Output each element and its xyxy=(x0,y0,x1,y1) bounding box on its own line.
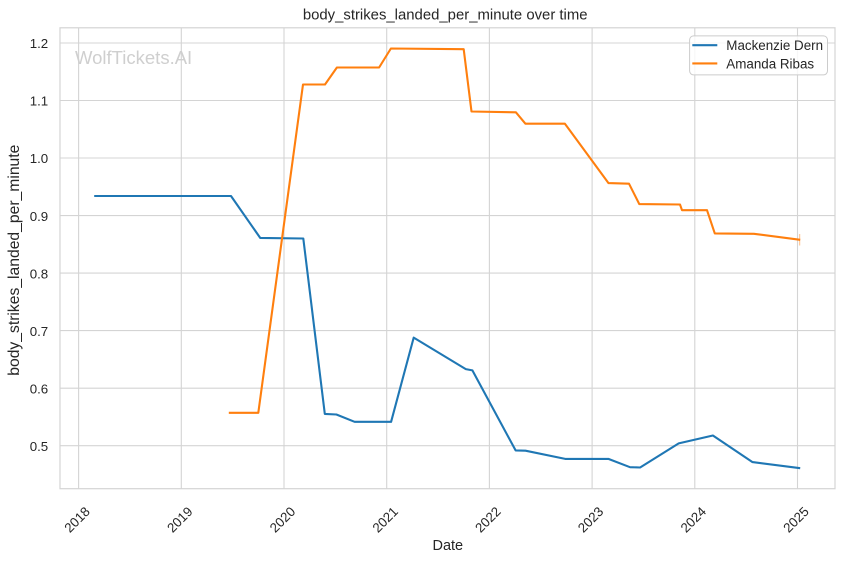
svg-text:1.1: 1.1 xyxy=(30,94,49,109)
svg-text:0.7: 0.7 xyxy=(30,324,49,339)
svg-text:0.5: 0.5 xyxy=(30,439,49,454)
svg-text:Date: Date xyxy=(432,538,463,554)
svg-text:0.8: 0.8 xyxy=(30,266,49,281)
svg-text:body_strikes_landed_per_minute: body_strikes_landed_per_minute over time xyxy=(303,7,588,23)
svg-text:Amanda Ribas: Amanda Ribas xyxy=(726,56,814,71)
svg-text:0.9: 0.9 xyxy=(30,209,49,224)
svg-text:1.0: 1.0 xyxy=(30,151,49,166)
svg-text:WolfTickets.AI: WolfTickets.AI xyxy=(75,47,192,68)
svg-text:1.2: 1.2 xyxy=(30,36,49,51)
svg-text:Mackenzie Dern: Mackenzie Dern xyxy=(726,38,823,53)
svg-text:body_strikes_landed_per_minute: body_strikes_landed_per_minute xyxy=(6,144,23,375)
svg-text:0.6: 0.6 xyxy=(30,381,49,396)
